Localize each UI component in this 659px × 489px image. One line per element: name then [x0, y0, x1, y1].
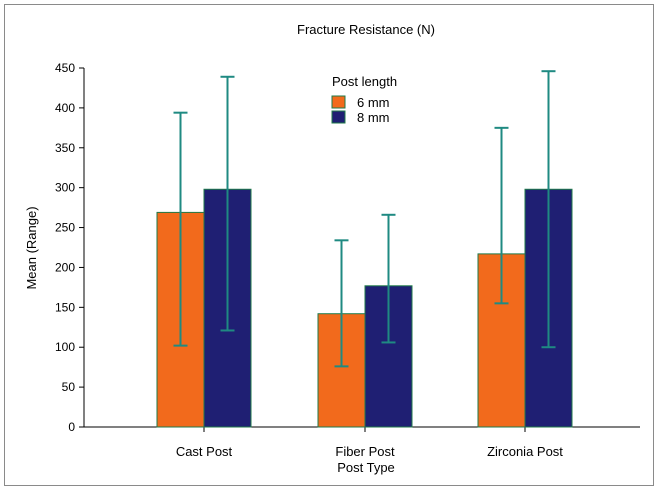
- y-tick-label: 400: [55, 101, 75, 115]
- x-axis-label: Post Type: [337, 460, 395, 475]
- y-tick-label: 250: [55, 221, 75, 235]
- legend-title: Post length: [332, 74, 397, 89]
- x-tick-label: Zirconia Post: [487, 444, 563, 459]
- y-tick-label: 100: [55, 340, 75, 354]
- x-tick-label: Fiber Post: [335, 444, 395, 459]
- y-tick-label: 350: [55, 141, 75, 155]
- y-tick-label: 150: [55, 300, 75, 314]
- legend-swatch: [332, 96, 345, 108]
- y-axis-label: Mean (Range): [24, 206, 39, 289]
- y-tick-label: 200: [55, 260, 75, 274]
- legend-label: 6 mm: [357, 95, 390, 110]
- y-tick-label: 0: [68, 420, 75, 434]
- x-tick-label: Cast Post: [176, 444, 233, 459]
- y-tick-label: 300: [55, 181, 75, 195]
- y-tick-label: 50: [62, 380, 76, 394]
- chart-title: Fracture Resistance (N): [297, 22, 435, 37]
- legend-label: 8 mm: [357, 110, 390, 125]
- bars: [157, 189, 572, 427]
- y-tick-label: 450: [55, 61, 75, 75]
- legend: Post length 6 mm8 mm: [332, 74, 397, 125]
- legend-swatch: [332, 111, 345, 123]
